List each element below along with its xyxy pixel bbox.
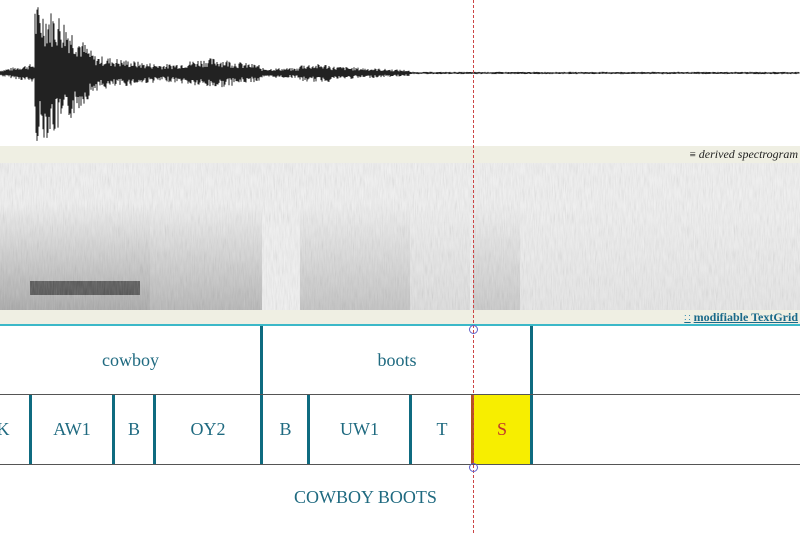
phone-boundary[interactable]	[409, 395, 412, 464]
spectrogram-header: ≡ derived spectrogram	[0, 146, 800, 163]
phone-boundary[interactable]	[307, 395, 310, 464]
phone-interval-b[interactable]: B	[264, 395, 307, 464]
textgrid-header: ∷ modifiable TextGrid	[0, 310, 800, 324]
phone-interval-oy2[interactable]: OY2	[156, 395, 260, 464]
phone-boundary-selected[interactable]	[471, 395, 474, 464]
sentence-label[interactable]: COWBOY BOOTS	[294, 487, 437, 507]
word-boundary[interactable]	[530, 326, 533, 394]
phone-label: B	[127, 419, 140, 439]
phone-interval-uw1[interactable]: UW1	[310, 395, 409, 464]
tier-separator	[0, 464, 800, 465]
textgrid-top-border	[0, 324, 800, 326]
phone-label: T	[436, 419, 448, 439]
phone-interval-t[interactable]: T	[412, 395, 472, 464]
word-boundary[interactable]	[260, 326, 263, 394]
phone-label: UW1	[340, 419, 379, 439]
phone-label: OY2	[190, 419, 226, 439]
phone-interval-aw1[interactable]: AW1	[32, 395, 112, 464]
word-interval-cowboy[interactable]: cowboy	[0, 326, 261, 394]
word-interval-boots[interactable]: boots	[264, 326, 530, 394]
phone-label: K	[0, 419, 10, 439]
textgrid-label-text: modifiable TextGrid	[693, 310, 798, 324]
phone-label: B	[279, 419, 292, 439]
spectrogram-panel[interactable]	[0, 163, 800, 310]
phone-boundary[interactable]	[112, 395, 115, 464]
cursor-handle-top[interactable]	[469, 325, 478, 334]
waveform-panel[interactable]	[0, 0, 800, 146]
spectrogram-grip-icon: ≡	[689, 149, 696, 161]
textgrid-grip-icon: ∷	[684, 313, 691, 324]
spectrogram-label-text: derived spectrogram	[698, 147, 798, 161]
phone-boundary[interactable]	[260, 395, 263, 464]
phone-interval-b[interactable]: B	[115, 395, 153, 464]
spectrogram-label: ≡ derived spectrogram	[690, 147, 798, 162]
textgrid-label: ∷ modifiable TextGrid	[684, 310, 798, 325]
phone-boundary[interactable]	[530, 395, 533, 464]
phone-boundary[interactable]	[29, 395, 32, 464]
phone-interval-s[interactable]: S	[473, 395, 531, 464]
word-label: cowboy	[102, 349, 159, 370]
phone-interval-k[interactable]: K	[0, 395, 16, 464]
phone-label: S	[496, 419, 507, 439]
time-cursor[interactable]	[473, 0, 474, 533]
selected-interval-highlight	[473, 395, 531, 464]
phone-boundary[interactable]	[153, 395, 156, 464]
phone-label: AW1	[53, 419, 91, 439]
cursor-handle-bottom[interactable]	[469, 463, 478, 472]
tier-separator	[0, 394, 800, 395]
word-label: boots	[377, 349, 417, 370]
